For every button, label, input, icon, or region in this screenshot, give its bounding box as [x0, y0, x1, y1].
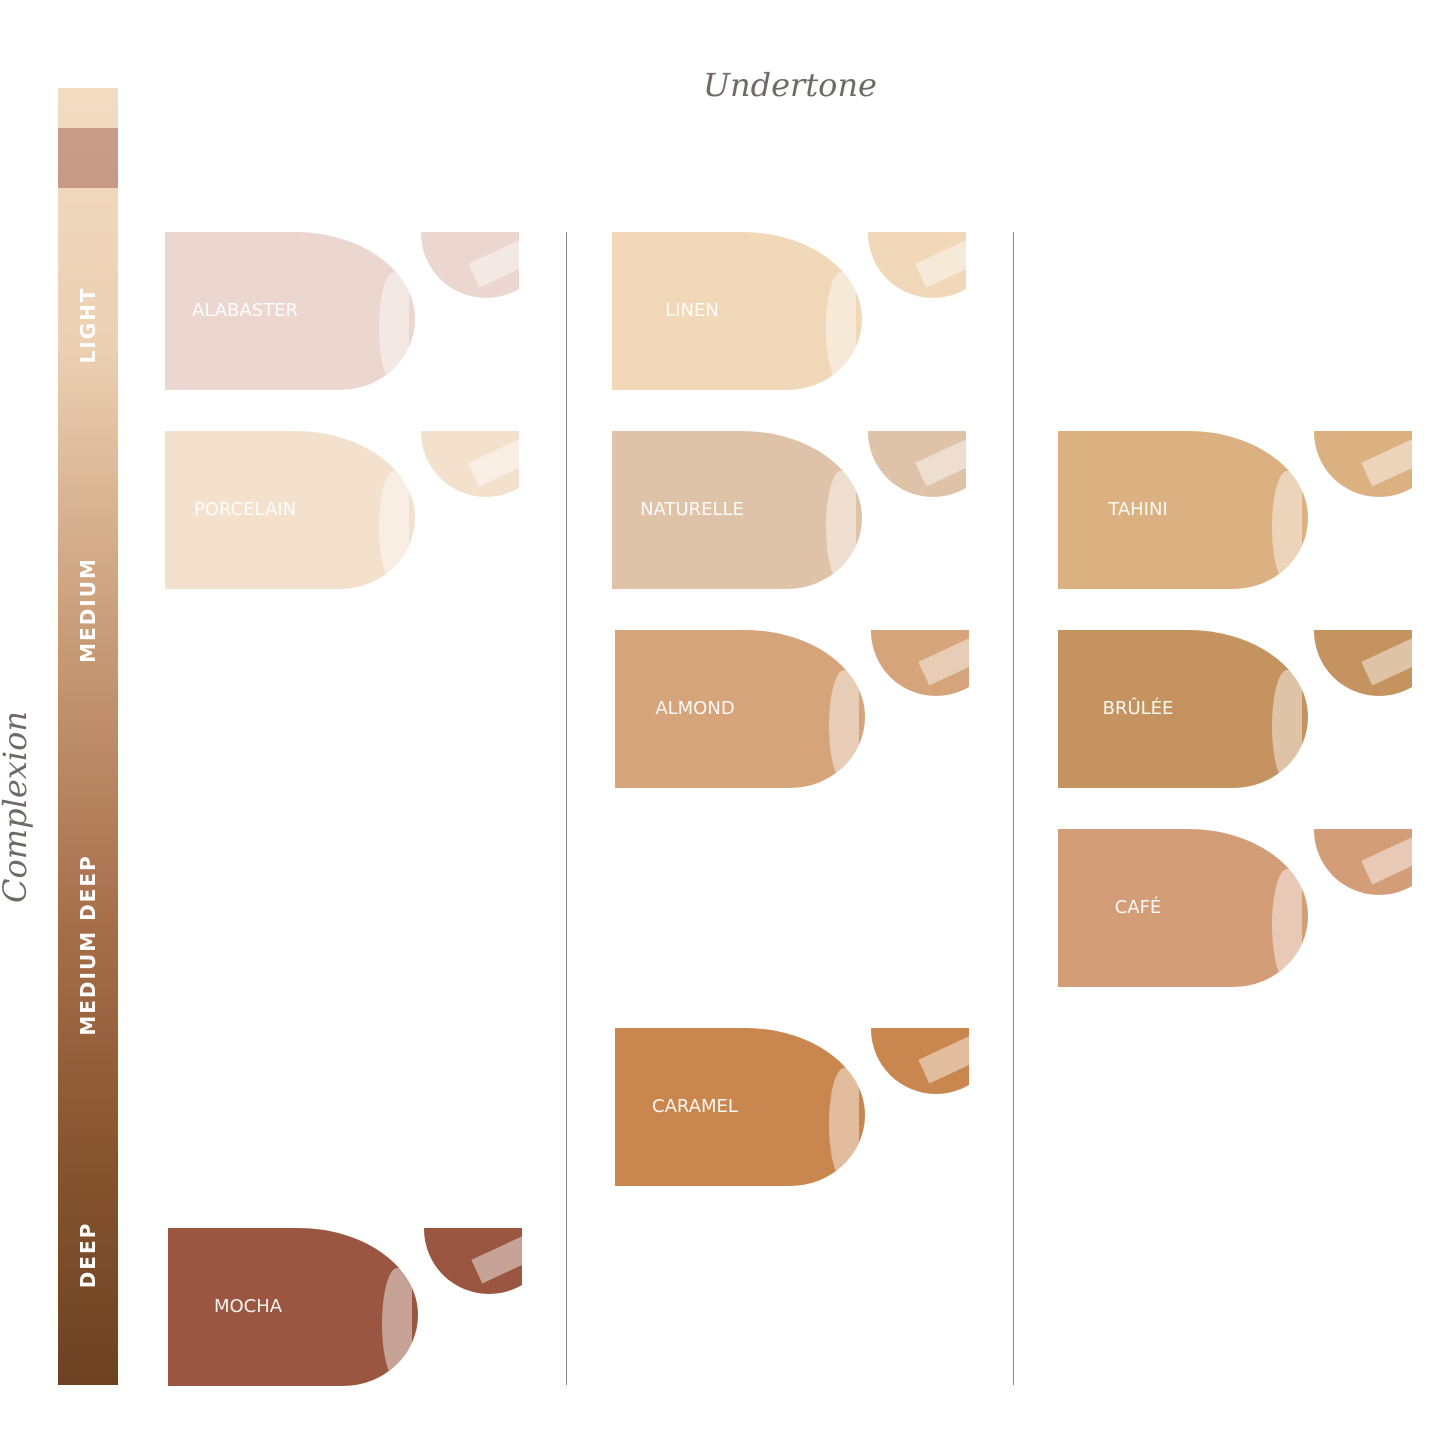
swatch-blob — [612, 431, 862, 589]
swatch-drop — [421, 232, 519, 298]
complexion-medium-deep: MEDIUM DEEP — [58, 840, 118, 1050]
swatch-drop — [1314, 829, 1412, 895]
complexion-label: MEDIUM — [76, 557, 100, 663]
shade-name: NATURELLE — [640, 499, 744, 520]
swatch-drop — [871, 630, 969, 696]
complexion-label: DEEP — [76, 1221, 100, 1289]
swatch-drop — [424, 1228, 522, 1294]
shade-name: LINEN — [665, 300, 719, 321]
swatch-blob — [615, 630, 865, 788]
shade-name: ALABASTER — [191, 300, 299, 321]
swatch-blob — [168, 1228, 418, 1386]
shade-swatch-café: CAFÉ — [1058, 829, 1412, 987]
swatch-drop — [421, 431, 519, 497]
shade-swatch-tahini: TAHINI — [1058, 431, 1412, 589]
complexion-deep: DEEP — [58, 1210, 118, 1300]
complexion-light: LIGHT — [58, 270, 118, 380]
swatch-blob — [165, 431, 415, 589]
header-warm: WARM — [1185, 145, 1273, 171]
swatch-drop — [868, 232, 966, 298]
axis-corner — [58, 128, 118, 188]
column-divider — [1013, 232, 1014, 1385]
swatch-drop — [871, 1028, 969, 1094]
swatch-drop — [1314, 630, 1412, 696]
swatch-drop — [868, 431, 966, 497]
shade-name: MOCHA — [213, 1296, 283, 1317]
shade-name: PORCELAIN — [193, 499, 297, 520]
complexion-label: LIGHT — [76, 286, 100, 364]
header-cool: COOL — [253, 145, 330, 171]
shade-swatch-almond: ALMOND — [615, 630, 969, 788]
shade-swatch-alabaster: ALABASTER — [165, 232, 519, 390]
complexion-medium: MEDIUM — [58, 540, 118, 680]
shade-name: CARAMEL — [652, 1096, 738, 1117]
shade-swatch-mocha: MOCHA — [168, 1228, 522, 1386]
shade-swatch-caramel: CARAMEL — [615, 1028, 969, 1186]
undertone-axis-title: Undertone — [703, 66, 877, 104]
swatch-blob — [1058, 431, 1308, 589]
shade-name: ALMOND — [655, 698, 735, 719]
complexion-axis-title: Complexion — [0, 711, 34, 903]
column-divider — [566, 232, 567, 1385]
shade-swatch-linen: LINEN — [612, 232, 966, 390]
shade-swatch-porcelain: PORCELAIN — [165, 431, 519, 589]
shade-name: BRÛLÉE — [1102, 698, 1174, 719]
shade-name: TAHINI — [1108, 499, 1168, 520]
complexion-label: MEDIUM DEEP — [76, 854, 100, 1036]
swatch-blob — [1058, 829, 1308, 987]
swatch-drop — [1314, 431, 1412, 497]
shade-swatch-brûlée: BRÛLÉE — [1058, 630, 1412, 788]
swatch-blob — [1058, 630, 1308, 788]
complexion-gradient-bar — [58, 88, 118, 1385]
swatch-blob — [612, 232, 862, 390]
shade-swatch-naturelle: NATURELLE — [612, 431, 966, 589]
shade-name: CAFÉ — [1114, 897, 1162, 918]
header-neutral: NEUTRAL — [725, 145, 854, 171]
swatch-blob — [165, 232, 415, 390]
swatch-blob — [615, 1028, 865, 1186]
